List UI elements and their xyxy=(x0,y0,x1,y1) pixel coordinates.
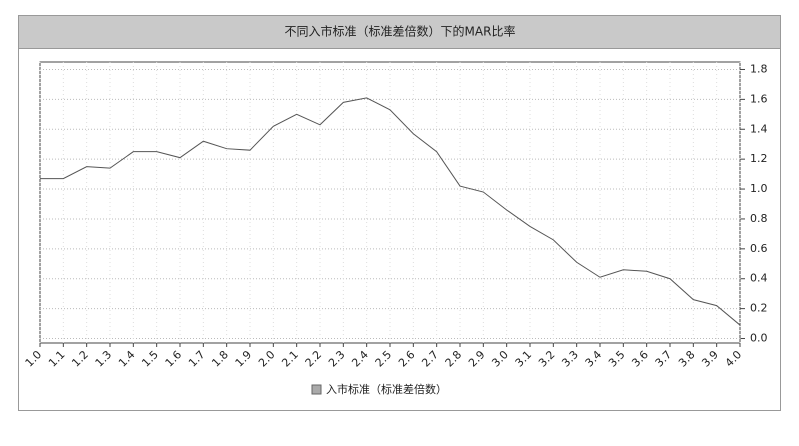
y-tick-label: 1.6 xyxy=(750,92,768,105)
y-tick-label: 0.8 xyxy=(750,212,768,225)
y-tick-label: 1.4 xyxy=(750,122,768,135)
y-tick-label: 1.2 xyxy=(750,152,768,165)
y-tick-label: 0.4 xyxy=(750,272,768,285)
y-tick-label: 1.8 xyxy=(750,62,768,75)
y-tick-label: 0.6 xyxy=(750,242,768,255)
legend-swatch xyxy=(311,384,322,395)
legend-label: 入市标准（标准差倍数） xyxy=(326,382,447,396)
chart-title: 不同入市标准（标准差倍数）下的MAR比率 xyxy=(285,24,516,39)
data-line xyxy=(40,97,741,326)
y-tick-label: 1.0 xyxy=(750,182,768,195)
y-tick-label: 0.0 xyxy=(750,332,768,345)
y-tick-label: 0.2 xyxy=(750,302,768,315)
title-bar xyxy=(18,15,781,49)
